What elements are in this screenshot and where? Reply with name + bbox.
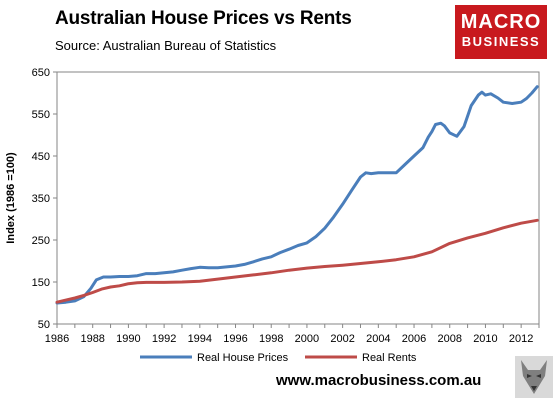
series-line-rents xyxy=(55,218,539,304)
x-tick-label: 1998 xyxy=(259,333,283,345)
legend-label: Real Rents xyxy=(362,352,417,364)
logo-line-2: BUSINESS xyxy=(461,34,541,49)
x-tick-label: 1996 xyxy=(223,333,247,345)
x-tick-label: 2002 xyxy=(330,333,354,345)
legend-label: Real House Prices xyxy=(197,352,289,364)
footer-url: www.macrobusiness.com.au xyxy=(276,372,482,389)
chart-subtitle: Source: Australian Bureau of Statistics xyxy=(55,38,277,53)
x-tick-label: 1994 xyxy=(188,333,212,345)
x-tick-label: 1988 xyxy=(80,333,104,345)
chart-title: Australian House Prices vs Rents xyxy=(55,8,352,29)
x-tick-label: 2010 xyxy=(473,333,497,345)
x-tick-label: 2012 xyxy=(509,333,533,345)
y-axis-label: Index (1986 =100) xyxy=(5,152,17,244)
y-tick-label: 450 xyxy=(32,151,50,163)
legend: Real House Prices Real Rents xyxy=(140,352,417,364)
x-axis: 1986 1988 1990 1992 1994 1996 1998 2000 2002 2004… xyxy=(45,324,540,345)
y-tick-label: 50 xyxy=(38,319,50,331)
x-tick-label: 1990 xyxy=(116,333,140,345)
y-tick-label: 650 xyxy=(32,67,50,79)
plot-area xyxy=(56,71,540,325)
x-tick-label: 2004 xyxy=(366,333,390,345)
y-tick-label: 250 xyxy=(32,235,50,247)
y-tick-label: 550 xyxy=(32,109,50,121)
x-tick-label: 1992 xyxy=(152,333,176,345)
series-line-house-prices xyxy=(55,85,539,305)
x-tick-label: 2000 xyxy=(295,333,319,345)
wolf-logo-icon xyxy=(515,356,553,398)
x-tick-label: 2006 xyxy=(402,333,426,345)
x-tick-label: 1986 xyxy=(45,333,69,345)
x-tick-label: 2008 xyxy=(437,333,461,345)
y-tick-label: 350 xyxy=(32,193,50,205)
y-tick-label: 150 xyxy=(32,277,50,289)
series-lines xyxy=(55,85,539,305)
logo-line-1: MACRO xyxy=(460,11,542,33)
macrobusiness-logo: MACRO BUSINESS xyxy=(455,5,547,59)
y-axis: 50 150 250 350 450 550 650 xyxy=(32,67,57,331)
